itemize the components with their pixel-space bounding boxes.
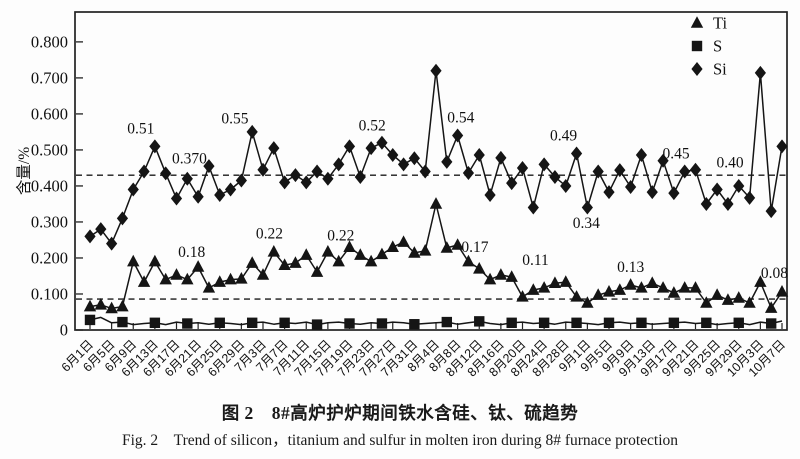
svg-text:0.22: 0.22 (327, 227, 354, 244)
svg-text:0.700: 0.700 (31, 68, 68, 87)
legend: Ti S Si (690, 14, 727, 79)
svg-text:0.800: 0.800 (31, 32, 68, 51)
svg-text:0.600: 0.600 (31, 104, 68, 123)
svg-text:0.18: 0.18 (178, 244, 205, 261)
svg-text:0.40: 0.40 (717, 154, 744, 171)
svg-text:0.200: 0.200 (31, 248, 68, 267)
series-S (84, 314, 783, 330)
svg-text:0.22: 0.22 (256, 225, 283, 242)
annotations: 0.51 0.370 0.55 0.52 0.54 0.49 0.34 0.45 0.40 0.1… (127, 109, 788, 282)
series-Ti (83, 197, 789, 314)
svg-text:0.54: 0.54 (447, 109, 474, 126)
y-axis-label: 含量/% (15, 147, 33, 195)
svg-text:含量/%: 含量/% (15, 147, 33, 195)
y-axis: 0 0.100 0.200 0.300 0.400 0.500 0.600 0.700 0.80… (31, 32, 83, 340)
svg-text:0.300: 0.300 (31, 212, 68, 231)
svg-text:0.49: 0.49 (550, 127, 577, 144)
svg-text:0.55: 0.55 (221, 110, 248, 127)
svg-text:0.08: 0.08 (761, 265, 788, 282)
svg-text:0.34: 0.34 (573, 215, 600, 232)
figure-caption-zh: 图 2 8#高炉护炉期间铁水含硅、钛、硫趋势 (221, 403, 579, 423)
svg-text:0.52: 0.52 (359, 118, 386, 135)
svg-text:Si: Si (713, 60, 727, 79)
svg-text:S: S (713, 37, 722, 56)
svg-text:0: 0 (60, 321, 68, 340)
svg-text:0.51: 0.51 (127, 120, 154, 137)
svg-text:Ti: Ti (713, 14, 727, 33)
svg-text:0.11: 0.11 (522, 252, 549, 269)
trend-chart: 0 0.100 0.200 0.300 0.400 0.500 0.600 0.700 0.80… (15, 11, 789, 380)
svg-text:0.45: 0.45 (662, 145, 689, 162)
svg-text:0.13: 0.13 (617, 259, 644, 276)
svg-text:0.500: 0.500 (31, 140, 68, 159)
svg-text:0.400: 0.400 (31, 176, 68, 195)
plot-border (74, 11, 788, 331)
series-Si (84, 63, 788, 251)
figure-caption-en: Fig. 2 Trend of silicon，titanium and sul… (121, 432, 679, 449)
svg-text:0.17: 0.17 (461, 239, 488, 256)
svg-text:0.370: 0.370 (172, 150, 207, 167)
svg-text:0.100: 0.100 (31, 284, 68, 303)
